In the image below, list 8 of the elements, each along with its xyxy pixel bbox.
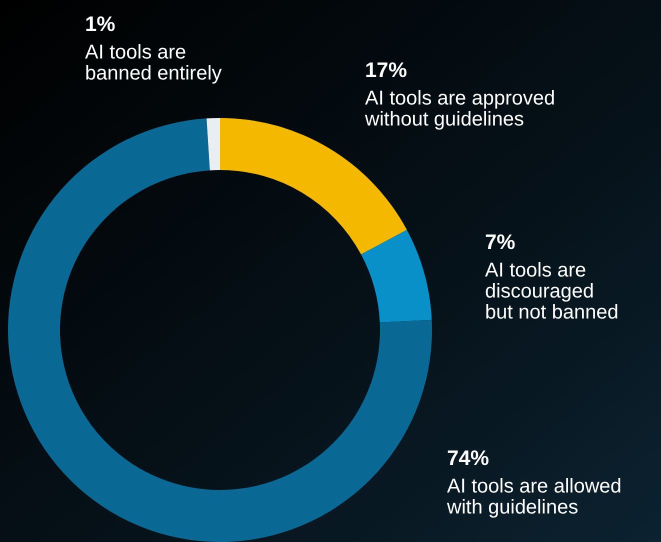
data-label: 17% [365, 59, 408, 82]
slice-label: AI tools are discouraged but not banned [485, 260, 618, 324]
data-label: 74% [447, 447, 490, 470]
slice-label: AI tools are approved without guidelines [364, 88, 556, 130]
data-label: 7% [485, 231, 516, 254]
slice-label: AI tools are banned entirely [85, 42, 222, 84]
data-label: 1% [85, 13, 116, 36]
slice-label: AI tools are allowed with guidelines [446, 476, 622, 518]
